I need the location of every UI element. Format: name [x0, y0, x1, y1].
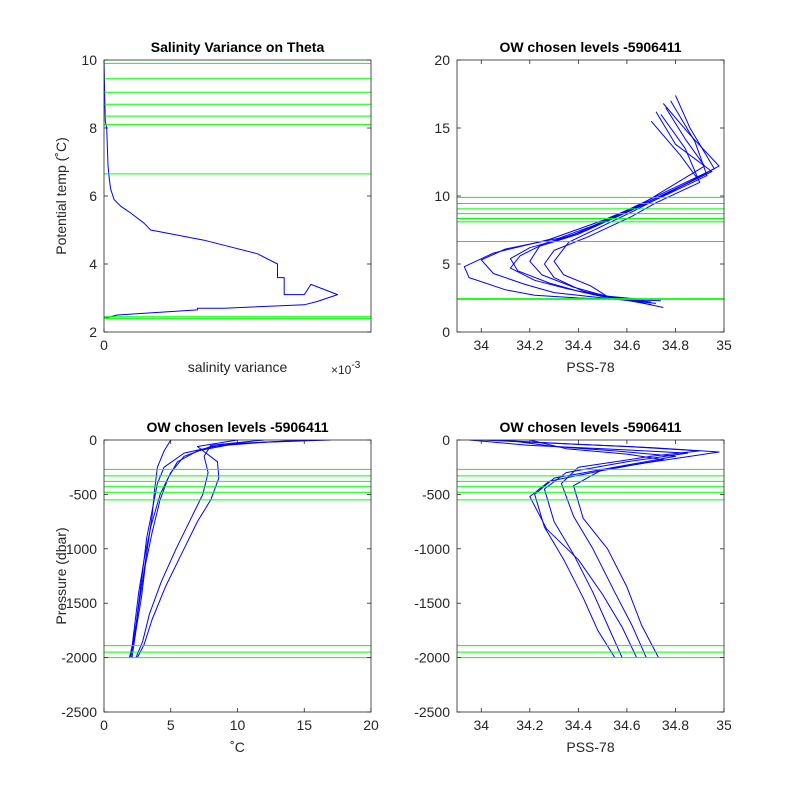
y-tick-label: -2500 [414, 704, 450, 720]
y-tick-label: -1000 [61, 541, 97, 557]
chart-title: OW chosen levels -5906411 [499, 419, 681, 435]
subplot-4: 34 34.2 34.4 34.6 34.8 35 0 -500 -1000 -1500 -2000… [414, 419, 732, 755]
y-tick-label: 20 [434, 52, 450, 68]
x-tick-label: 34.6 [613, 337, 640, 353]
series-line-4 [505, 440, 676, 658]
y-tick-label: 6 [89, 188, 97, 204]
y-tick-label: 0 [89, 432, 97, 448]
x-axis-label: ˚C [230, 739, 245, 755]
subplot-3: 0 5 10 15 20 0 -500 -1000 -1500 -2000 -2500 OW chos… [53, 419, 379, 755]
subplot-1: 01234246810Salinity Variance on Thetasal… [53, 39, 372, 377]
series-line-3 [509, 95, 715, 303]
y-tick-label: 0 [442, 324, 450, 340]
axes-frame [456, 59, 725, 333]
series-line-4 [480, 120, 698, 304]
x-axis-label: PSS-78 [566, 359, 614, 375]
y-tick-label: -2000 [61, 650, 97, 666]
x-tick-label: 20 [363, 717, 379, 733]
axes-frame [103, 59, 372, 333]
x-tick-label: 34.2 [516, 337, 543, 353]
series-line-1 [130, 440, 331, 658]
series-line-5 [463, 107, 706, 302]
y-tick-label: -1500 [414, 595, 450, 611]
series-line-4 [135, 440, 265, 658]
x-tick-label: 34.2 [516, 717, 543, 733]
x-tick-label: 34 [473, 337, 489, 353]
series-line-5 [136, 440, 238, 658]
y-axis-label: Potential temp (˚C) [53, 137, 69, 254]
x-axis-label: PSS-78 [566, 739, 614, 755]
data-layer [457, 440, 724, 659]
x-tick-label: 35 [716, 337, 732, 353]
chart-title: Salinity Variance on Theta [151, 39, 325, 55]
series-line-1 [543, 114, 701, 308]
series-line-2 [131, 440, 318, 658]
y-tick-label: 10 [434, 188, 450, 204]
y-tick-label: 0 [442, 432, 450, 448]
y-tick-label: -1000 [414, 541, 450, 557]
y-tick-label: 2 [89, 324, 97, 340]
x-tick-label: 34.4 [565, 717, 592, 733]
chart-title: OW chosen levels -5906411 [499, 39, 681, 55]
x-tick-label: 10 [230, 717, 246, 733]
y-tick-label: -2500 [61, 704, 97, 720]
x-tick-label: 34.8 [662, 337, 689, 353]
x-tick-label: 35 [716, 717, 732, 733]
data-layer [457, 95, 724, 308]
series-line-3 [469, 440, 689, 658]
x-tick-label: 0 [100, 337, 108, 353]
data-layer [104, 60, 371, 319]
y-tick-label: -1500 [61, 595, 97, 611]
x-tick-label: 5 [167, 717, 175, 733]
y-tick-label: 10 [81, 52, 97, 68]
series-line-6 [128, 440, 172, 658]
x-axis-multiplier: ×10-3 [331, 360, 361, 377]
chart-title: OW chosen levels -5906411 [146, 419, 328, 435]
series-line-6 [509, 111, 713, 300]
y-tick-label: 8 [89, 120, 97, 136]
y-axis-label: Pressure (dbar) [53, 527, 69, 624]
y-tick-label: -500 [69, 486, 97, 502]
x-axis-label: salinity variance [188, 359, 288, 375]
y-tick-label: 15 [434, 120, 450, 136]
series-line-2 [493, 440, 720, 658]
x-tick-label: 34.8 [662, 717, 689, 733]
x-tick-label: 15 [296, 717, 312, 733]
x-tick-label: 34 [473, 717, 489, 733]
x-tick-label: 0 [100, 717, 108, 733]
series-line-1 [104, 60, 339, 319]
y-tick-label: 4 [89, 256, 97, 272]
y-tick-label: -2000 [414, 650, 450, 666]
subplot-2: 34 34.2 34.4 34.6 34.8 35 0 5 10 15 20 OW chosen le… [434, 39, 732, 375]
y-tick-label: -500 [422, 486, 450, 502]
x-tick-label: 34.6 [613, 717, 640, 733]
y-tick-label: 5 [442, 256, 450, 272]
series-line-5 [529, 440, 664, 658]
x-tick-label: 34.4 [565, 337, 592, 353]
series-line-7 [553, 103, 720, 303]
axes-frame [456, 439, 725, 713]
data-layer [104, 440, 371, 659]
